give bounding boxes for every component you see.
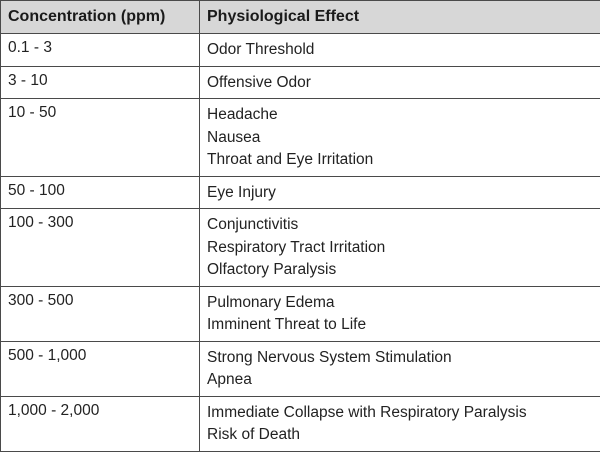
effect-cell: Pulmonary Edema Imminent Threat to Life [200, 286, 600, 341]
effect-cell: Odor Threshold [200, 34, 600, 67]
effect-cell: Immediate Collapse with Respiratory Para… [200, 396, 600, 451]
table-row: 50 - 100 Eye Injury [1, 176, 600, 209]
effect-line: Headache [207, 104, 600, 127]
effect-cell: Eye Injury [200, 176, 600, 209]
table-row: 0.1 - 3 Odor Threshold [1, 34, 600, 67]
concentration-cell: 50 - 100 [1, 176, 200, 209]
effect-cell: Strong Nervous System Stimulation Apnea [200, 341, 600, 396]
effect-line: Strong Nervous System Stimulation [207, 347, 600, 370]
effect-line: Pulmonary Edema [207, 292, 600, 315]
table-header-row: Concentration (ppm) Physiological Effect [1, 1, 600, 34]
effect-line: Eye Injury [207, 182, 600, 205]
concentration-cell: 3 - 10 [1, 66, 200, 99]
effect-cell: Headache Nausea Throat and Eye Irritatio… [200, 99, 600, 177]
table-row: 10 - 50 Headache Nausea Throat and Eye I… [1, 99, 600, 177]
concentration-cell: 0.1 - 3 [1, 34, 200, 67]
effect-line: Respiratory Tract Irritation [207, 237, 600, 260]
effect-cell: Conjunctivitis Respiratory Tract Irritat… [200, 209, 600, 287]
effect-line: Conjunctivitis [207, 214, 600, 237]
effect-line: Nausea [207, 127, 600, 150]
effect-line: Apnea [207, 369, 600, 392]
table-row: 300 - 500 Pulmonary Edema Imminent Threa… [1, 286, 600, 341]
table-row: 500 - 1,000 Strong Nervous System Stimul… [1, 341, 600, 396]
concentration-cell: 100 - 300 [1, 209, 200, 287]
concentration-cell: 1,000 - 2,000 [1, 396, 200, 451]
concentration-cell: 10 - 50 [1, 99, 200, 177]
concentration-cell: 300 - 500 [1, 286, 200, 341]
table-row: 100 - 300 Conjunctivitis Respiratory Tra… [1, 209, 600, 287]
effect-line: Throat and Eye Irritation [207, 149, 600, 172]
effect-line: Olfactory Paralysis [207, 259, 600, 282]
effect-line: Risk of Death [207, 424, 600, 447]
effect-cell: Offensive Odor [200, 66, 600, 99]
concentration-cell: 500 - 1,000 [1, 341, 200, 396]
table-row: 3 - 10 Offensive Odor [1, 66, 600, 99]
header-concentration: Concentration (ppm) [1, 1, 200, 34]
table-row: 1,000 - 2,000 Immediate Collapse with Re… [1, 396, 600, 451]
header-physiological-effect: Physiological Effect [200, 1, 600, 34]
effect-line: Offensive Odor [207, 72, 600, 95]
effect-line: Odor Threshold [207, 39, 600, 62]
effect-line: Immediate Collapse with Respiratory Para… [207, 402, 600, 425]
effect-line: Imminent Threat to Life [207, 314, 600, 337]
